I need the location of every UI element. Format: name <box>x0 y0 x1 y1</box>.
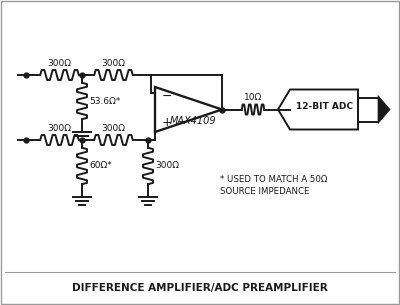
Text: 60Ω*: 60Ω* <box>89 162 112 170</box>
Text: 300Ω: 300Ω <box>48 59 72 68</box>
Text: DIFFERENCE AMPLIFIER/ADC PREAMPLIFIER: DIFFERENCE AMPLIFIER/ADC PREAMPLIFIER <box>72 283 328 293</box>
Text: 10Ω: 10Ω <box>244 94 262 102</box>
Text: 300Ω: 300Ω <box>155 162 179 170</box>
Text: 53.6Ω*: 53.6Ω* <box>89 96 120 106</box>
Polygon shape <box>378 95 390 124</box>
Text: * USED TO MATCH A 50Ω
SOURCE IMPEDANCE: * USED TO MATCH A 50Ω SOURCE IMPEDANCE <box>220 175 327 196</box>
Text: +: + <box>162 116 173 129</box>
Text: 12-BIT ADC: 12-BIT ADC <box>296 102 352 111</box>
Text: −: − <box>162 90 172 103</box>
Text: 300Ω: 300Ω <box>48 124 72 133</box>
Text: MAX4109: MAX4109 <box>170 117 217 127</box>
Text: 300Ω: 300Ω <box>102 59 126 68</box>
Text: 300Ω: 300Ω <box>102 124 126 133</box>
